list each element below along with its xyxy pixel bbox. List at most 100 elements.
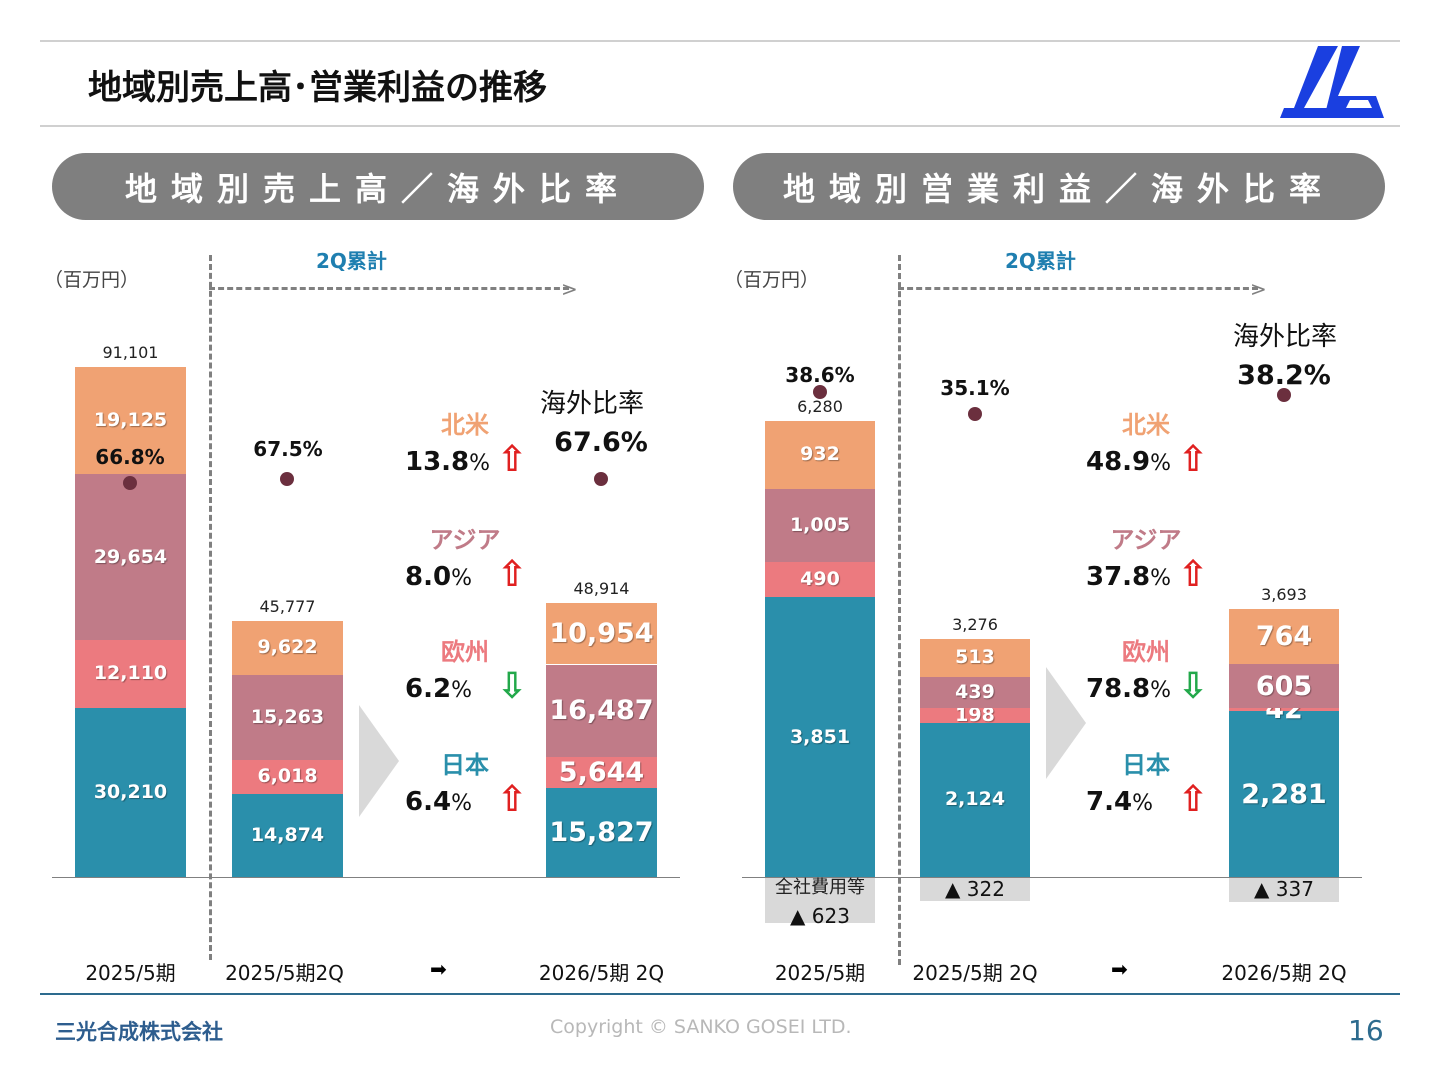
up-arrow-icon: ⇧ [497, 439, 528, 480]
footer-rule [40, 993, 1400, 995]
top-rule [40, 40, 1400, 42]
overseas-ratio-dot [280, 472, 294, 486]
transition-chevron-icon [1046, 667, 1086, 779]
up-arrow-icon: ⇧ [1178, 554, 1209, 595]
growth-region-label: アジア [1110, 526, 1182, 554]
percent-sign: % [451, 566, 472, 591]
down-arrow-icon: ⇩ [1178, 666, 1209, 707]
bar-segment-japan: 15,827 [546, 788, 657, 877]
page-title: 地域別売上高･営業利益の推移 [88, 68, 547, 108]
bar-segment-north_america: 513 [920, 639, 1030, 677]
overseas-ratio-value: 67.5% [253, 437, 323, 461]
bar-segment-europe: 12,110 [75, 640, 186, 708]
bar-segment-japan: 2,124 [920, 722, 1030, 877]
bar-total-label: 6,280 [797, 397, 843, 417]
bar-segment-japan: 3,851 [765, 597, 875, 877]
down-arrow-icon: ⇩ [497, 666, 528, 707]
bar-segment-asia: 439 [920, 676, 1030, 709]
category-label: 2025/5期 [774, 961, 866, 985]
percent-sign: % [451, 678, 472, 703]
bar-segment-japan: 2,281 [1229, 711, 1339, 877]
growth-rate: 37.8% [1086, 562, 1171, 592]
bar-segment-north_america: 932 [765, 421, 875, 489]
bar-total-label: 91,101 [102, 343, 159, 362]
growth-rate: 6.4% [405, 787, 472, 817]
bar-segment-europe: 198 [920, 705, 1030, 725]
growth-region-label: 北米 [441, 411, 489, 439]
copyright: Copyright © SANKO GOSEI LTD. [550, 1016, 852, 1038]
overseas-ratio-dot [1277, 388, 1291, 402]
growth-rate-value: 37.8 [1086, 562, 1151, 592]
bar-segment-asia: 1,005 [765, 488, 875, 562]
company-logo [1280, 46, 1384, 118]
transition-chevron-icon [359, 705, 399, 817]
percent-sign: % [1132, 791, 1153, 816]
percent-sign: % [451, 791, 472, 816]
period-divider [209, 255, 212, 960]
growth-rate-value: 8.0 [405, 562, 452, 592]
bar-segment-europe: 6,018 [232, 760, 343, 794]
period-label: 2Q累計 [316, 249, 387, 273]
overseas-ratio-value: 38.6% [785, 363, 855, 387]
bar-segment-north_america: 10,954 [546, 603, 657, 665]
period-arrow-line [898, 287, 1258, 290]
bar-segment-north_america: 9,622 [232, 620, 343, 675]
growth-region-label: 日本 [441, 751, 489, 779]
overseas-ratio-dot [594, 472, 608, 486]
growth-rate: 13.8% [405, 447, 490, 477]
unit-label: （百万円） [724, 269, 820, 291]
company-name: 三光合成株式会社 [55, 1020, 223, 1044]
overseas-ratio-value: 67.6% [554, 427, 648, 458]
overseas-ratio-dot [123, 476, 137, 490]
growth-rate-value: 48.9 [1086, 447, 1151, 477]
profit-section-title: 地域別営業利益／海外比率 [733, 153, 1385, 220]
arrow-head-icon: > [561, 277, 578, 301]
overseas-ratio-dot [813, 385, 827, 399]
growth-rate: 48.9% [1086, 447, 1171, 477]
period-arrow-line [209, 287, 569, 290]
growth-region-label: 欧州 [1122, 638, 1170, 666]
growth-region-label: 欧州 [441, 638, 489, 666]
up-arrow-icon: ⇧ [1178, 439, 1209, 480]
bar-segment-north_america: 19,125 [75, 367, 186, 475]
growth-rate-value: 6.4 [405, 787, 452, 817]
growth-rate: 7.4% [1086, 787, 1153, 817]
arrow-head-icon: > [1250, 277, 1267, 301]
bar-segment-asia: 15,263 [232, 674, 343, 761]
corporate-cost-label: 全社費用等 [775, 877, 865, 898]
percent-sign: % [1150, 566, 1172, 591]
bar-segment-europe: 5,644 [546, 756, 657, 789]
overseas-ratio-label: 海外比率 [540, 389, 645, 419]
arrow-icon: ➡ [430, 957, 447, 981]
corporate-cost-bar [765, 878, 875, 924]
baseline [52, 877, 680, 878]
corporate-cost-bar: ▲ 337 [1229, 878, 1339, 903]
bar-segment-asia: 605 [1229, 664, 1339, 709]
up-arrow-icon: ⇧ [497, 554, 528, 595]
page-number: 16 [1348, 1014, 1384, 1047]
up-arrow-icon: ⇧ [1178, 779, 1209, 820]
category-label: 2025/5期2Q [225, 961, 344, 985]
bar-segment-asia: 16,487 [546, 664, 657, 757]
bar-segment-europe: 490 [765, 561, 875, 598]
growth-rate: 6.2% [405, 674, 472, 704]
category-label: 2025/5期 [85, 961, 176, 985]
overseas-ratio-label: 海外比率 [1233, 322, 1338, 352]
overseas-ratio-value: 35.1% [940, 376, 1010, 400]
growth-region-label: アジア [429, 526, 501, 554]
corporate-cost-value: ▲ 623 [790, 904, 850, 928]
growth-rate-value: 6.2 [405, 674, 452, 704]
bar-total-label: 3,693 [1261, 584, 1307, 604]
bar-total-label: 3,276 [952, 615, 998, 635]
bar-segment-japan: 30,210 [75, 707, 186, 877]
unit-label: （百万円） [44, 269, 140, 291]
baseline [742, 877, 1362, 878]
sales-section-title: 地域別売上高／海外比率 [52, 153, 704, 220]
header-rule [40, 125, 1400, 127]
growth-rate-value: 7.4 [1086, 787, 1133, 817]
growth-rate: 78.8% [1086, 674, 1171, 704]
overseas-ratio-dot [968, 407, 982, 421]
percent-sign: % [1150, 678, 1172, 703]
category-label: 2025/5期 2Q [912, 961, 1038, 985]
overseas-ratio-value: 38.2% [1237, 360, 1331, 391]
